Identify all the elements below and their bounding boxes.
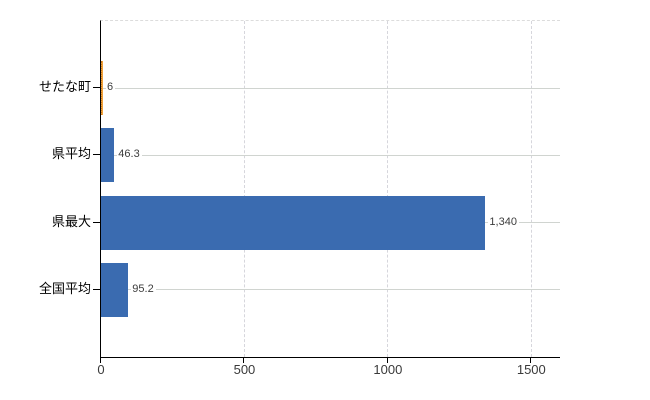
category-row-line bbox=[101, 289, 560, 291]
y-axis-tick bbox=[93, 221, 100, 223]
gridline-x-1000 bbox=[387, 21, 389, 357]
bar-value-label: 95.2 bbox=[131, 281, 156, 297]
plot-area: 6 46.3 1,340 95.2 bbox=[100, 20, 560, 358]
y-axis-tick bbox=[93, 87, 100, 89]
bar-value-label: 1,340 bbox=[488, 214, 519, 230]
category-row-line bbox=[101, 87, 560, 89]
x-axis-tick-label: 1500 bbox=[516, 362, 546, 377]
category-row-line bbox=[101, 154, 560, 156]
bar-県平均[interactable] bbox=[101, 128, 115, 183]
bar-value-label: 46.3 bbox=[117, 147, 142, 163]
gridline-x-500 bbox=[243, 21, 245, 357]
x-axis-tick-label: 1000 bbox=[373, 362, 403, 377]
bar-県最大[interactable] bbox=[101, 195, 486, 250]
bar-value-label: 6 bbox=[106, 80, 116, 96]
y-axis-tick bbox=[93, 288, 100, 290]
category-label-2: 県平均 bbox=[51, 146, 91, 162]
x-axis-tick-0 bbox=[100, 357, 101, 363]
x-axis-tick-label: 500 bbox=[233, 362, 256, 377]
category-label-4: 全国平均 bbox=[38, 280, 91, 296]
category-label-3: 県最大 bbox=[51, 213, 91, 229]
bar-せたな町[interactable] bbox=[101, 61, 103, 116]
x-axis-tick-500 bbox=[243, 357, 245, 363]
x-axis-tick-label: 0 bbox=[97, 362, 105, 377]
y-axis-tick bbox=[93, 154, 100, 156]
gridline-x-1500 bbox=[530, 21, 532, 357]
x-axis-tick-1500 bbox=[530, 357, 532, 363]
bar-全国平均[interactable] bbox=[101, 262, 129, 317]
x-axis-tick-1000 bbox=[386, 357, 388, 363]
category-label-1: せたな町 bbox=[38, 79, 91, 95]
